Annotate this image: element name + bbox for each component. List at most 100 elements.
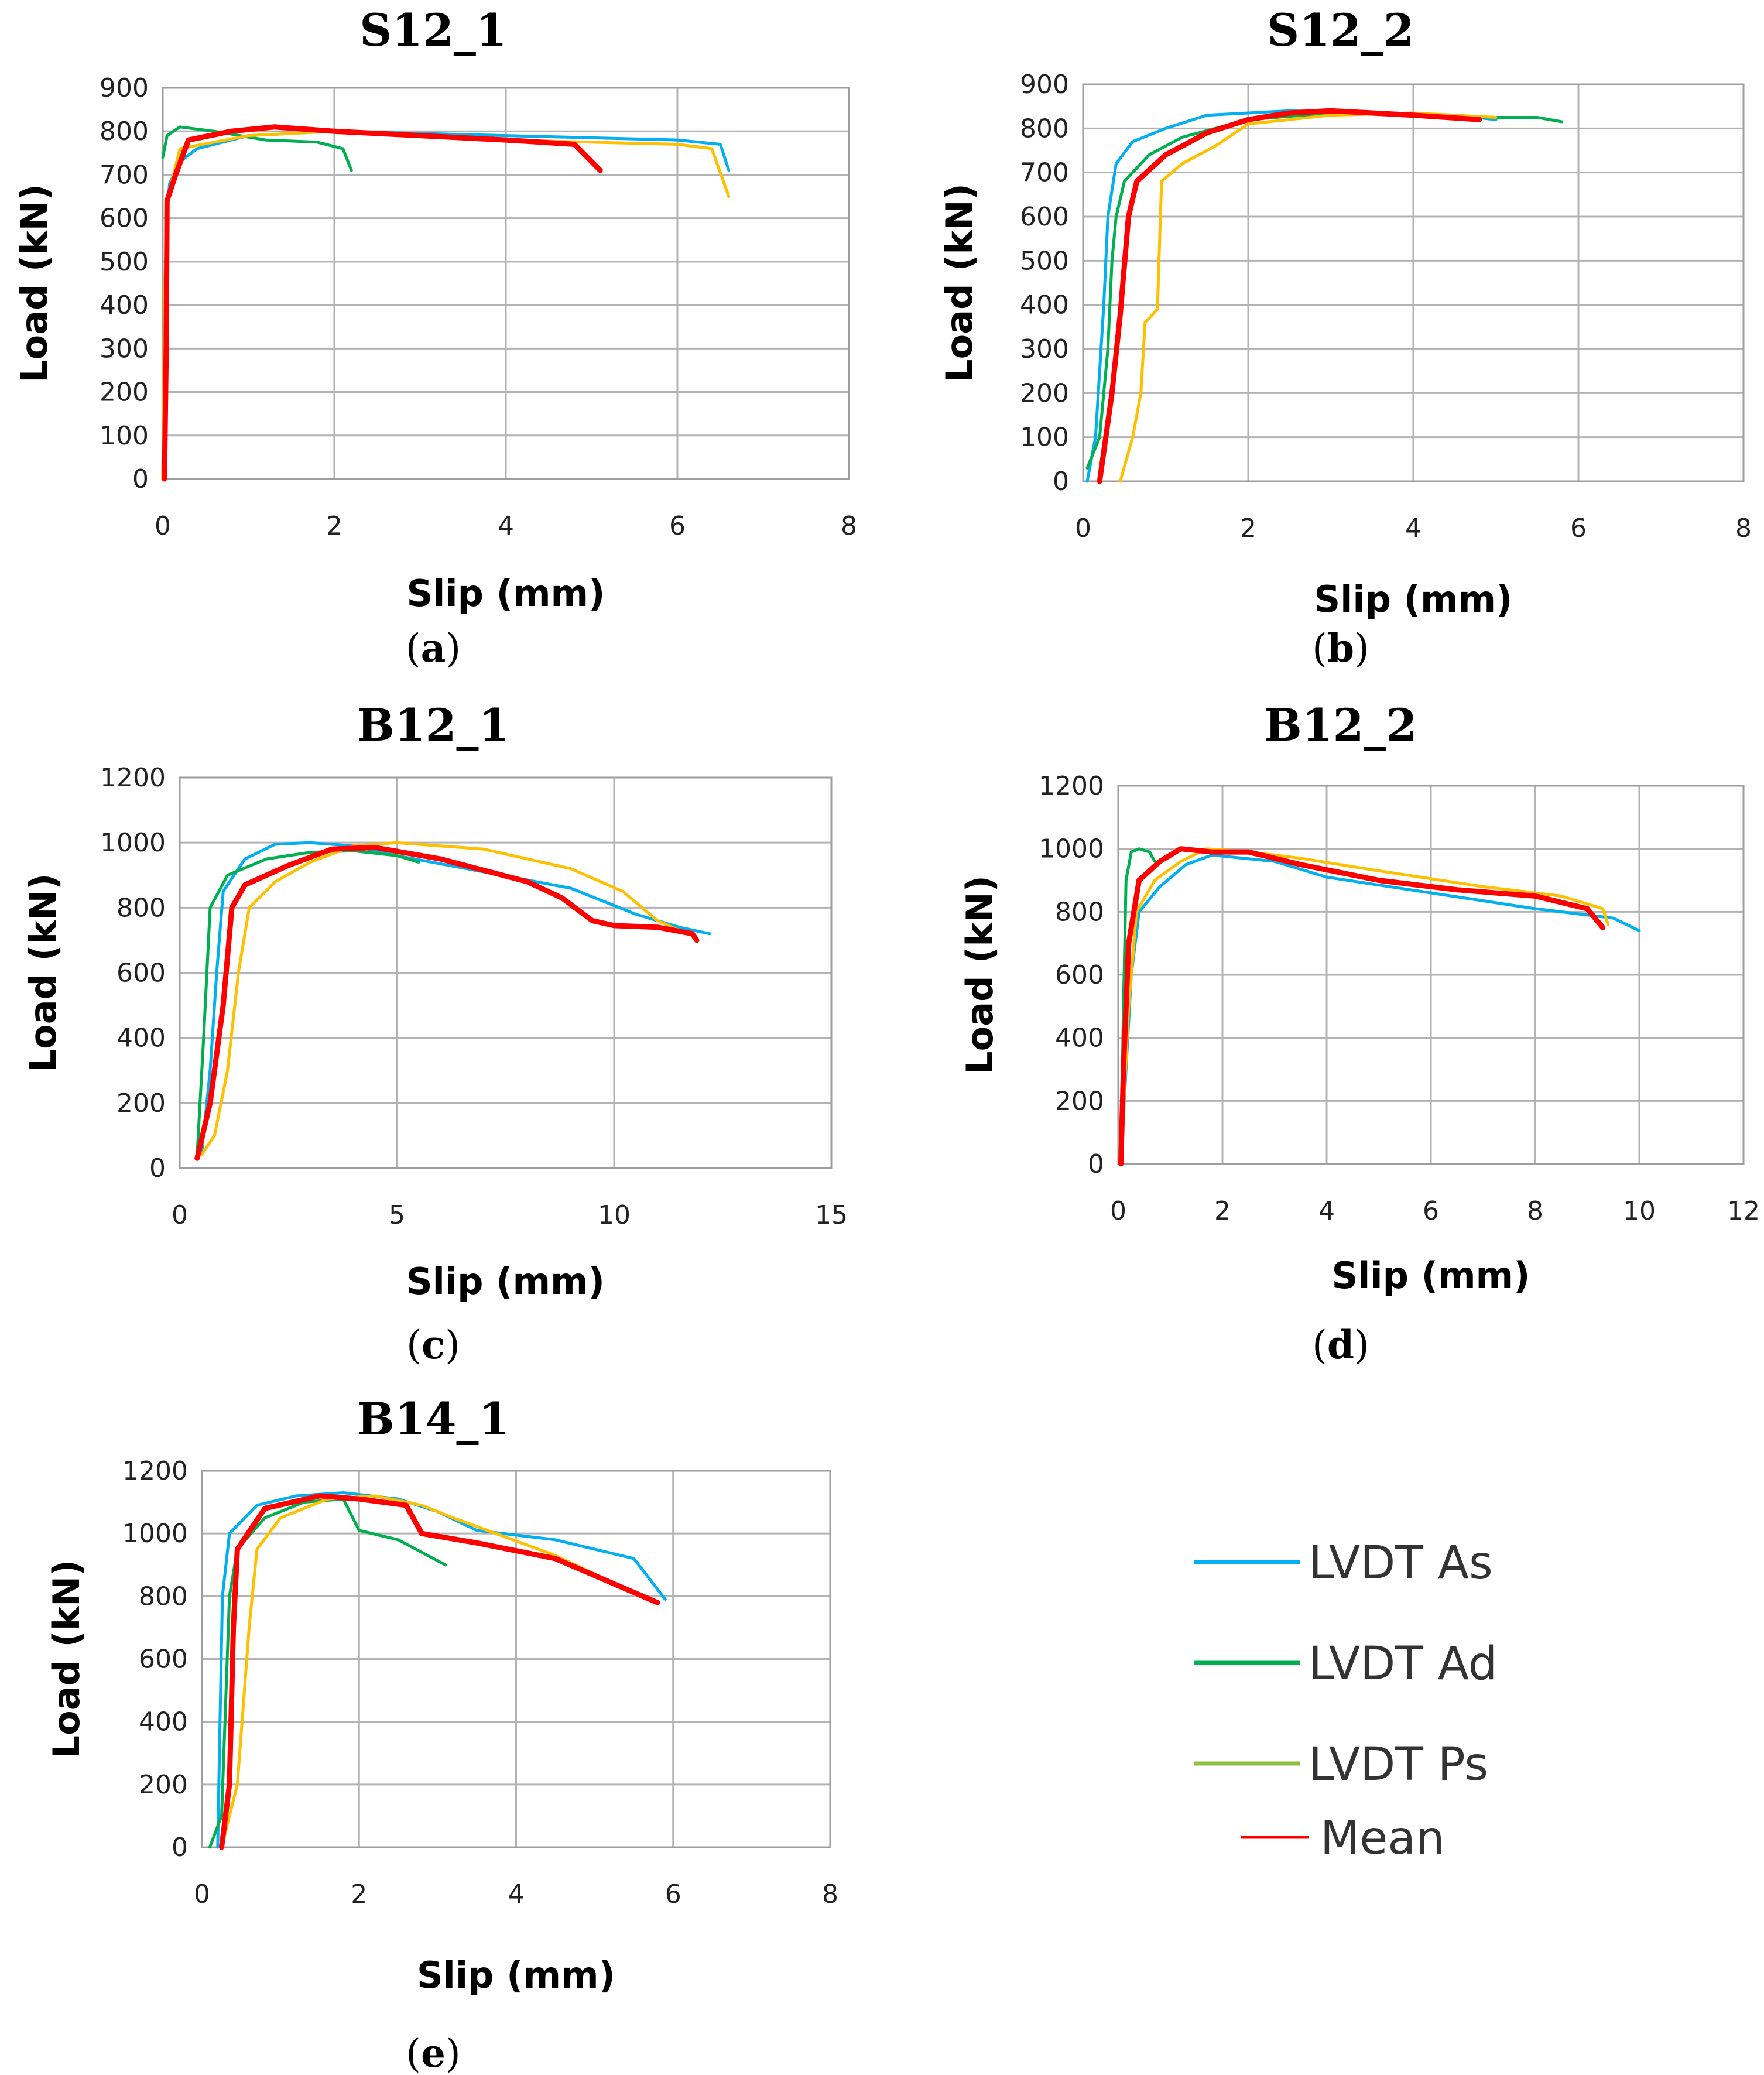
- x-axis-label: Slip (mm): [417, 1954, 615, 1997]
- legend-label: LVDT As: [1309, 1537, 1493, 1590]
- x-axis-label: Slip (mm): [1314, 578, 1512, 621]
- y-tick-label: 600: [139, 1645, 188, 1675]
- y-tick-label: 0: [1088, 1149, 1104, 1179]
- y-tick-label: 1200: [122, 1456, 188, 1486]
- x-tick-label: 0: [1075, 513, 1091, 543]
- y-tick-label: 200: [1020, 378, 1069, 408]
- x-tick-label: 4: [1405, 513, 1422, 543]
- chart-title: S12_1: [359, 4, 507, 56]
- series-line-as: [200, 841, 711, 1157]
- series-line-ad: [196, 849, 420, 1157]
- y-axis-label: Load (kN): [958, 875, 1001, 1074]
- legend-item-as: LVDT As: [1194, 1537, 1493, 1590]
- series-line-mean: [219, 1493, 660, 1850]
- series-line-mean: [162, 124, 603, 482]
- x-tick-label: 10: [1623, 1196, 1656, 1226]
- y-tick-label: 300: [100, 334, 149, 364]
- y-tick-label: 500: [100, 247, 149, 277]
- x-tick-label: 6: [665, 1879, 681, 1909]
- x-tick-label: 8: [1527, 1196, 1543, 1226]
- x-tick-label: 0: [155, 511, 171, 541]
- y-tick-label: 200: [1055, 1086, 1104, 1116]
- x-tick-label: 8: [1735, 513, 1752, 543]
- x-tick-label: 6: [1570, 513, 1587, 543]
- y-tick-label: 600: [117, 958, 166, 988]
- chart-panel-e: B14_1 0 200 400 600 800 1000 1200 0 2 4 6 8 Slip (mm)…: [45, 1393, 838, 2075]
- x-tick-label: 6: [669, 511, 686, 541]
- y-tick-label: 500: [1020, 246, 1069, 276]
- series-line-ad: [208, 1497, 447, 1849]
- chart-title: B12_2: [1265, 699, 1417, 751]
- y-tick-label: 0: [172, 1833, 188, 1862]
- panel-letter: d: [1327, 1322, 1354, 1368]
- chart-title: S12_2: [1267, 4, 1414, 56]
- legend-label: LVDT Ps: [1309, 1738, 1488, 1791]
- chart-panel-b: S12_2 0 100 200 300 400 500 600 700 800 900 0 2 4 6 8 Sl…: [938, 4, 1752, 671]
- y-tick-label: 1000: [100, 828, 166, 858]
- y-tick-label: 400: [100, 290, 149, 320]
- plot-area: [179, 776, 833, 1169]
- x-tick-label: 8: [841, 511, 857, 541]
- x-tick-label: 6: [1423, 1196, 1439, 1226]
- y-tick-label: 200: [100, 378, 149, 408]
- y-axis-label: Load (kN): [13, 184, 56, 383]
- y-tick-label: 800: [100, 117, 149, 146]
- x-axis-label: Slip (mm): [406, 572, 605, 615]
- plot-area: [201, 1470, 831, 1848]
- series-line-ps: [220, 1494, 643, 1849]
- x-tick-label: 0: [194, 1879, 210, 1909]
- y-axis-label: Load (kN): [938, 183, 981, 382]
- y-tick-label: 700: [100, 160, 149, 190]
- series-line-mean: [1118, 846, 1606, 1167]
- y-tick-label: 100: [100, 421, 149, 451]
- y-tick-label: 400: [139, 1707, 188, 1737]
- series-line-as: [216, 1491, 667, 1849]
- legend-item-mean: Mean: [1241, 1812, 1445, 1865]
- chart-panel-c: B12_1 0 200 400 600 800 1000 1200 0 5 10 15 Slip (mm…: [22, 699, 848, 1368]
- legend-label: Mean: [1320, 1812, 1445, 1865]
- chart-title: B12_1: [357, 699, 510, 751]
- y-tick-label: 1200: [1039, 771, 1104, 801]
- panel-label: (b): [1312, 625, 1369, 671]
- y-tick-label: 800: [139, 1581, 188, 1611]
- plot-area: [1117, 785, 1745, 1165]
- y-axis-label: Load (kN): [45, 1560, 88, 1759]
- y-tick-label: 300: [1020, 334, 1069, 364]
- legend: LVDT As LVDT Ad LVDT Ps Mean: [1194, 1537, 1497, 1865]
- series-line-ps: [200, 841, 681, 1157]
- plot-area: [162, 87, 850, 480]
- y-tick-label: 1000: [122, 1519, 188, 1549]
- legend-label: LVDT Ad: [1309, 1638, 1497, 1690]
- y-tick-label: 900: [1020, 70, 1069, 100]
- x-tick-label: 5: [389, 1200, 405, 1230]
- panel-label: (d): [1312, 1322, 1369, 1368]
- y-tick-label: 800: [117, 893, 166, 923]
- series-line-ad: [161, 125, 353, 172]
- x-tick-label: 0: [172, 1200, 188, 1230]
- legend-item-ps: LVDT Ps: [1194, 1738, 1488, 1791]
- panel-letter: c: [422, 1322, 445, 1368]
- x-tick-label: 4: [498, 511, 514, 541]
- y-tick-label: 200: [139, 1770, 188, 1800]
- x-axis-label: Slip (mm): [406, 1260, 605, 1303]
- y-tick-label: 900: [100, 73, 149, 103]
- y-tick-label: 400: [117, 1023, 166, 1053]
- y-tick-label: 0: [1053, 467, 1069, 497]
- x-axis-label: Slip (mm): [1331, 1254, 1530, 1297]
- chart-panel-d: B12_2 0 200 400 600 800 1000 1200 0 2 4 6 8 10 12 Slip …: [958, 699, 1760, 1368]
- legend-item-ad: LVDT Ad: [1194, 1638, 1497, 1690]
- x-tick-label: 4: [508, 1879, 525, 1909]
- x-tick-label: 10: [598, 1200, 631, 1230]
- y-tick-label: 100: [1020, 423, 1069, 453]
- y-tick-label: 1200: [100, 763, 166, 793]
- y-tick-label: 0: [149, 1153, 166, 1183]
- panel-letter: b: [1327, 625, 1354, 671]
- y-tick-label: 600: [100, 204, 149, 234]
- y-tick-label: 400: [1055, 1023, 1104, 1053]
- x-tick-label: 15: [815, 1200, 848, 1230]
- series-line-mean: [1097, 108, 1482, 484]
- y-tick-label: 1000: [1039, 834, 1104, 864]
- y-tick-label: 400: [1020, 290, 1069, 320]
- y-axis-label: Load (kN): [22, 874, 64, 1073]
